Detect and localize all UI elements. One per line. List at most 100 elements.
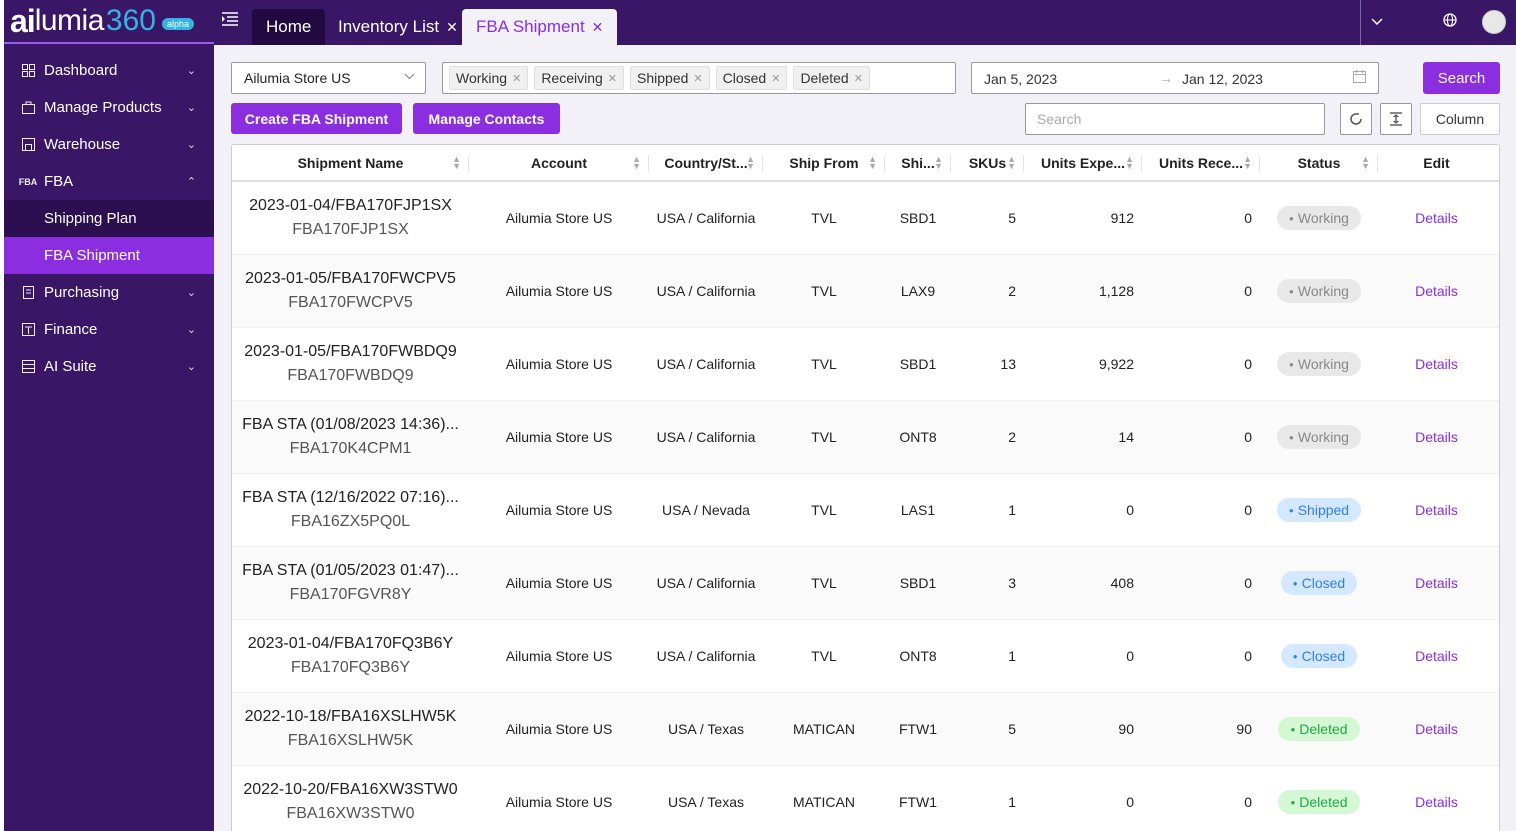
units-received-cell: 0 <box>1244 794 1252 810</box>
sort-icon: ▲ ▼ <box>632 154 641 171</box>
header-label: Status <box>1297 154 1341 171</box>
sidebar-item-finance[interactable]: Finance ⌄ <box>4 311 214 348</box>
date-range-picker[interactable]: Jan 5, 2023 → Jan 12, 2023 <box>971 62 1379 94</box>
column-header[interactable]: Ship From ▲ ▼ <box>763 145 885 180</box>
column-header[interactable]: SKUs ▲ ▼ <box>951 145 1024 180</box>
status-badge: ● Working <box>1277 352 1361 376</box>
sidebar-item-label: FBA <box>44 173 74 190</box>
details-link[interactable]: Details <box>1415 502 1458 518</box>
column-header[interactable]: Status ▲ ▼ <box>1260 145 1378 180</box>
globe-icon[interactable] <box>1443 13 1457 31</box>
menu-toggle-icon[interactable] <box>222 12 242 32</box>
close-icon[interactable]: ✕ <box>693 72 703 85</box>
create-fba-shipment-button[interactable]: Create FBA Shipment <box>231 103 402 134</box>
calendar-icon <box>1353 70 1366 86</box>
close-icon[interactable]: ✕ <box>512 72 522 85</box>
avatar[interactable] <box>1482 10 1506 34</box>
chevron-up-icon: ⌃ <box>186 176 196 188</box>
status-label: Closed <box>1301 575 1346 591</box>
refresh-icon[interactable] <box>1340 103 1372 135</box>
date-to[interactable]: Jan 12, 2023 <box>1182 71 1263 87</box>
edit-cell: Details <box>1378 693 1495 765</box>
column-header[interactable]: Shipment Name ▲ ▼ <box>232 145 469 180</box>
column-header[interactable]: Units Rece... ▲ ▼ <box>1142 145 1260 180</box>
column-header[interactable]: Country/St... ▲ ▼ <box>649 145 763 180</box>
column-header[interactable]: Shi... ▲ ▼ <box>885 145 951 180</box>
search-button[interactable]: Search <box>1423 62 1500 94</box>
table-row: 2022-10-18/FBA16XSLHW5K FBA16XSLHW5K Ailu… <box>232 693 1499 766</box>
sidebar-item-purchasing[interactable]: Purchasing ⌄ <box>4 274 214 311</box>
tag-label: Shipped <box>637 70 689 86</box>
divider <box>468 155 469 172</box>
close-icon[interactable]: ✕ <box>607 72 618 85</box>
sidebar-item-ai-suite[interactable]: AI Suite ⌄ <box>4 348 214 385</box>
ship-from-cell: TVL <box>811 356 837 372</box>
close-icon[interactable]: ✕ <box>591 18 604 35</box>
status-cell: ● Working <box>1260 328 1378 400</box>
details-link[interactable]: Details <box>1415 356 1458 372</box>
tab-home[interactable]: Home <box>252 9 326 45</box>
shipment-name: 2023-01-04/FBA170FQ3B6Y <box>247 635 454 652</box>
details-link[interactable]: Details <box>1415 648 1458 664</box>
ship-from-cell: MATICAN <box>793 794 855 810</box>
column-settings-button[interactable]: Column <box>1420 103 1500 135</box>
shipment-name-cell: 2023-01-04/FBA170FJP1SX FBA170FJP1SX <box>232 182 469 254</box>
details-link[interactable]: Details <box>1415 429 1458 445</box>
status-badge: ● Working <box>1277 279 1361 303</box>
chevron-down-icon[interactable] <box>1371 14 1383 29</box>
ship-from-cell: TVL <box>811 575 837 591</box>
row-height-icon[interactable] <box>1380 103 1412 135</box>
column-header[interactable]: Account ▲ ▼ <box>469 145 649 180</box>
main-content: Ailumia Store US Working ✕ Receiving ✕ Shi… <box>214 45 1516 831</box>
divider <box>1377 155 1378 172</box>
edit-cell: Details <box>1378 547 1495 619</box>
status-badge: ● Working <box>1277 425 1361 449</box>
table-row: 2023-01-04/FBA170FJP1SX FBA170FJP1SX Ailu… <box>232 182 1499 255</box>
details-link[interactable]: Details <box>1415 721 1458 737</box>
sidebar-item-fba[interactable]: FBA FBA ⌃ <box>4 163 214 200</box>
sidebar-item-manage-products[interactable]: Manage Products ⌄ <box>4 89 214 126</box>
store-select[interactable]: Ailumia Store US <box>231 62 426 94</box>
sidebar-item-label: Manage Products <box>44 99 162 116</box>
status-badge: ● Working <box>1277 206 1361 230</box>
date-from[interactable]: Jan 5, 2023 <box>984 71 1058 87</box>
shipment-name-cell: FBA STA (01/08/2023 14:36)... FBA170K4CPM… <box>232 401 469 473</box>
shipment-name-cell: 2023-01-05/FBA170FWBDQ9 FBA170FWBDQ9 <box>232 328 469 400</box>
status-label: Working <box>1297 283 1349 299</box>
skus-cell: 2 <box>1008 429 1016 445</box>
details-link[interactable]: Details <box>1415 283 1458 299</box>
details-link[interactable]: Details <box>1415 210 1458 226</box>
ship-to-cell: FTW1 <box>898 721 938 737</box>
column-header[interactable]: Units Expe... ▲ ▼ <box>1024 145 1142 180</box>
brand-logo[interactable]: ai lumia 360 alpha <box>4 0 214 44</box>
dashboard-icon <box>20 63 36 79</box>
status-filter[interactable]: Working ✕ Receiving ✕ Shipped ✕ Closed ✕ Del… <box>442 62 956 94</box>
sidebar-subitem-fba-shipment[interactable]: FBA Shipment <box>4 237 214 274</box>
close-icon[interactable]: ✕ <box>446 18 458 35</box>
ship-to-cell: LAX9 <box>900 283 936 299</box>
close-icon[interactable]: ✕ <box>771 72 781 85</box>
header-label: Shipment Name <box>297 154 404 171</box>
ship-from-cell: TVL <box>811 648 837 664</box>
close-icon[interactable]: ✕ <box>853 72 863 85</box>
details-link[interactable]: Details <box>1415 575 1458 591</box>
status-badge: ● Deleted <box>1278 717 1360 741</box>
header-label: Ship From <box>789 154 859 171</box>
units-received-cell: 0 <box>1244 575 1252 591</box>
sidebar-item-dashboard[interactable]: Dashboard ⌄ <box>4 52 214 89</box>
search-input[interactable]: Search <box>1025 103 1325 135</box>
country-cell: USA / California <box>656 283 756 299</box>
ai-suite-icon <box>20 359 36 375</box>
sort-icon: ▲ ▼ <box>452 154 461 171</box>
account-cell: Ailumia Store US <box>505 356 613 372</box>
status-tag: Receiving ✕ <box>534 66 625 90</box>
sidebar-subitem-shipping-plan[interactable]: Shipping Plan <box>4 200 214 237</box>
sidebar-item-warehouse[interactable]: Warehouse ⌄ <box>4 126 214 163</box>
status-dot-icon: ● <box>1289 213 1294 223</box>
header-label: Account <box>531 154 587 171</box>
tab-inventory-list[interactable]: Inventory List ✕ <box>324 9 472 45</box>
details-link[interactable]: Details <box>1415 794 1458 810</box>
tab-fba-shipment[interactable]: FBA Shipment ✕ <box>462 9 618 45</box>
skus-cell: 2 <box>1008 283 1016 299</box>
manage-contacts-button[interactable]: Manage Contacts <box>413 103 560 134</box>
